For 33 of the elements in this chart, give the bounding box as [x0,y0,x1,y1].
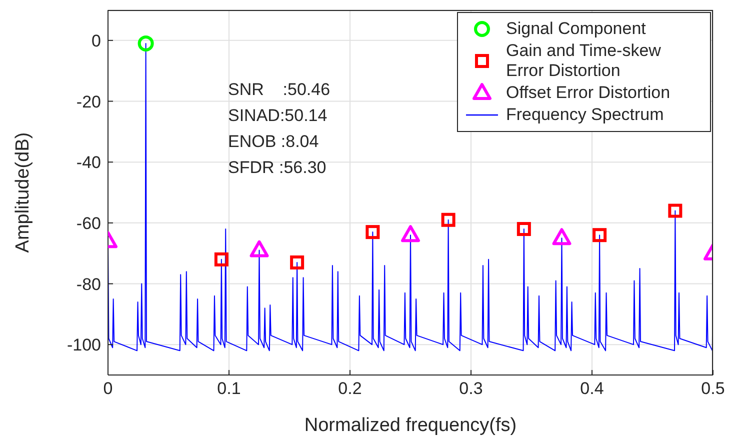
point [401,225,420,242]
legend-label: Signal Component [506,19,647,39]
annotation: SINAD:50.14 [228,105,328,127]
point [552,228,572,246]
point [214,252,228,266]
point [592,228,607,242]
y-tick-label: -100 [66,336,101,355]
x-axis-title: Normalized frequency(fs) [304,415,517,436]
point [138,35,154,52]
x-tick-label: 0 [103,379,113,398]
legend-label: Gain and Time-skew Error Distortion [506,41,662,81]
point [290,255,304,270]
y-axis-title: Amplitude(dB) [12,132,34,253]
annotation: ENOB :8.04 [228,131,320,153]
y-tick-label: -40 [76,153,101,172]
x-tick-label: 0.4 [580,379,604,398]
y-tick-label: -60 [76,214,101,233]
y-tick-label: -80 [76,274,101,294]
y-tick-label: 0 [92,31,101,50]
y-tick-label: -20 [76,92,101,112]
x-tick-label: 0.1 [217,379,241,398]
legend-label: Frequency Spectrum [506,105,665,125]
x-tick-label: 0.5 [701,379,725,398]
annotation: SNR :50.46 [228,79,330,101]
legend-label: Offset Error Distortion [506,83,672,103]
point [668,204,682,218]
point [441,212,456,227]
annotation: SFDR :56.30 [228,157,328,179]
x-tick-label: 0.2 [338,379,362,398]
point [250,240,269,258]
point [516,222,531,236]
point [366,225,380,240]
x-tick-label: 0.3 [459,379,483,398]
